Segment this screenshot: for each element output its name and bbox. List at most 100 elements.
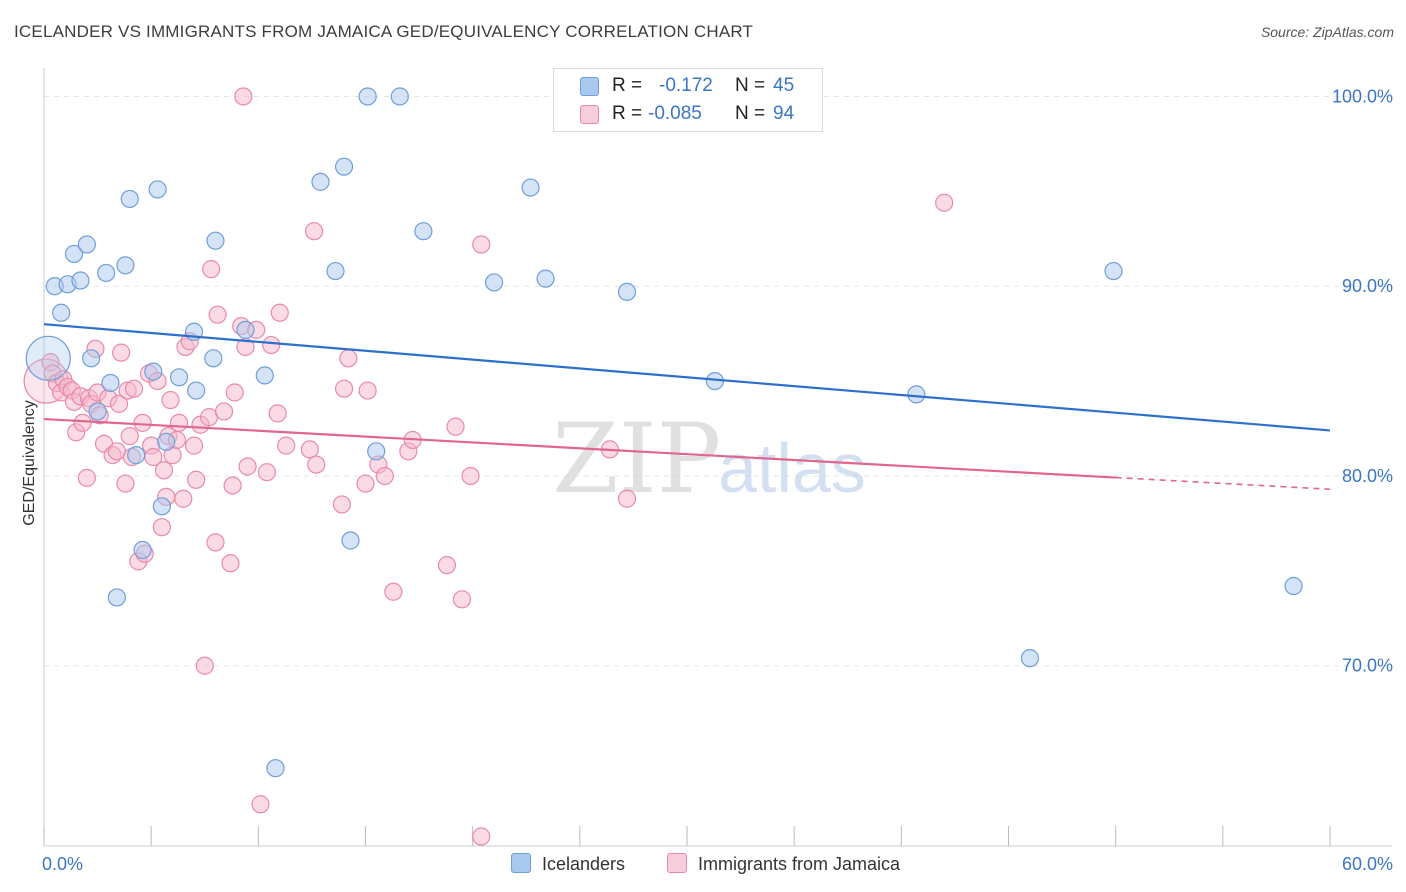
jamaica-point [617, 489, 637, 508]
legend-icelanders-swatch [511, 853, 531, 873]
icelander-point [1284, 576, 1303, 596]
icelander-point [71, 271, 90, 290]
legend-n-value: 94 [773, 103, 795, 124]
jamaica-point [202, 260, 221, 279]
jamaica-point [472, 827, 491, 846]
jamaica-point [251, 795, 270, 814]
jamaica-point [446, 417, 465, 436]
watermark: ZIP atlas [552, 403, 866, 515]
jamaica-point [384, 582, 403, 601]
icelander-point [88, 402, 107, 421]
jamaica-point [109, 394, 129, 413]
icelander-point [52, 303, 71, 322]
legend-n-label: N = [735, 103, 766, 124]
jamaica-point [223, 476, 242, 495]
jamaica-point [268, 404, 287, 423]
legend-series: Icelanders Immigrants from Jamaica [0, 851, 1406, 879]
jamaica-point [356, 474, 375, 493]
jamaica-point [124, 379, 144, 398]
jamaica-point [195, 656, 214, 675]
jamaica-point [161, 390, 180, 410]
axes [43, 68, 1392, 847]
jamaica-point [112, 343, 131, 362]
y-axis-label: GED/Equivalency [21, 400, 38, 525]
icelander-point [148, 180, 167, 199]
icelander-point [1020, 649, 1040, 668]
jamaica-point [935, 193, 954, 212]
icelander-point [101, 373, 120, 393]
watermark-atlas: atlas [718, 429, 866, 507]
legend-swatch-blue [580, 77, 599, 96]
jamaica-point [332, 495, 352, 514]
icelander-point [169, 368, 189, 387]
x-tick-label: 0.0% [42, 854, 83, 874]
jamaica-point [304, 222, 324, 241]
jamaica-point [221, 554, 240, 573]
icelander-point [204, 349, 223, 368]
jamaica-point [116, 474, 135, 493]
icelander-point [144, 362, 163, 381]
jamaica-point [472, 235, 491, 254]
jamaica-point [437, 556, 457, 575]
jamaica-point [208, 305, 227, 324]
jamaica-point [206, 533, 225, 552]
icelander-point [334, 157, 354, 176]
legend-stats: R = -0.172 N = 45 R = -0.085 N = 94 [553, 68, 823, 132]
jamaica-point [307, 455, 326, 474]
icelander-point [358, 87, 377, 106]
icelander-point [206, 231, 225, 250]
x-tick-label: 60.0% [1342, 854, 1393, 874]
x-tick-labels: 0.0% 60.0% [42, 854, 1393, 874]
jamaica-point [238, 457, 257, 476]
icelander-point [187, 381, 206, 400]
icelander-point [82, 349, 101, 368]
icelander-point [133, 540, 152, 560]
jamaica-point [358, 381, 377, 400]
icelander-point [77, 235, 96, 254]
icelander-point [64, 244, 84, 264]
icelander-point [266, 759, 285, 778]
icelander-point [617, 282, 637, 302]
legend-n-label: N = [735, 75, 766, 96]
x-axis-ticks [43, 826, 1331, 846]
jamaica-point [270, 303, 289, 322]
jamaica-point [187, 470, 206, 489]
y-tick-label: 100.0% [1332, 86, 1393, 106]
trend-line-jamaica-extension [1115, 476, 1331, 491]
icelander-point [236, 320, 255, 339]
icelander-point [152, 497, 171, 516]
jamaica-point [339, 349, 358, 368]
legend-swatch-pink [580, 105, 599, 124]
jamaica-point [154, 461, 174, 480]
icelander-point [367, 442, 386, 461]
icelander-point [1104, 261, 1123, 281]
icelander-point [25, 335, 71, 381]
icelander-point [255, 366, 274, 385]
legend-jamaica-label: Immigrants from Jamaica [698, 854, 901, 874]
legend-jamaica-swatch [667, 853, 687, 873]
legend-icelanders-label: Icelanders [542, 854, 626, 874]
y-tick-labels: 100.0% 90.0% 80.0% 70.0% [1332, 86, 1393, 675]
jamaica-point [152, 518, 171, 537]
icelander-point [97, 263, 116, 283]
icelander-point [127, 446, 146, 465]
legend-r-value: -0.085 [648, 103, 702, 124]
jamaica-point [133, 413, 152, 432]
jamaica-point [77, 468, 96, 487]
icelander-point [536, 269, 555, 288]
icelander-point [907, 385, 926, 404]
icelander-point [116, 256, 135, 275]
icelander-point [326, 261, 345, 281]
icelander-point [485, 273, 504, 292]
jamaica-point [257, 463, 277, 482]
legend-r-label: R = [612, 75, 643, 96]
y-tick-label: 80.0% [1342, 466, 1393, 486]
icelander-point [311, 172, 330, 191]
y-tick-label: 70.0% [1342, 656, 1393, 676]
source-attribution: Source: ZipAtlas.com [1260, 24, 1394, 40]
jamaica-point [375, 466, 394, 486]
jamaica-point [277, 436, 296, 455]
legend-n-value: 45 [773, 75, 795, 96]
trend-line-icelanders [43, 323, 1331, 432]
